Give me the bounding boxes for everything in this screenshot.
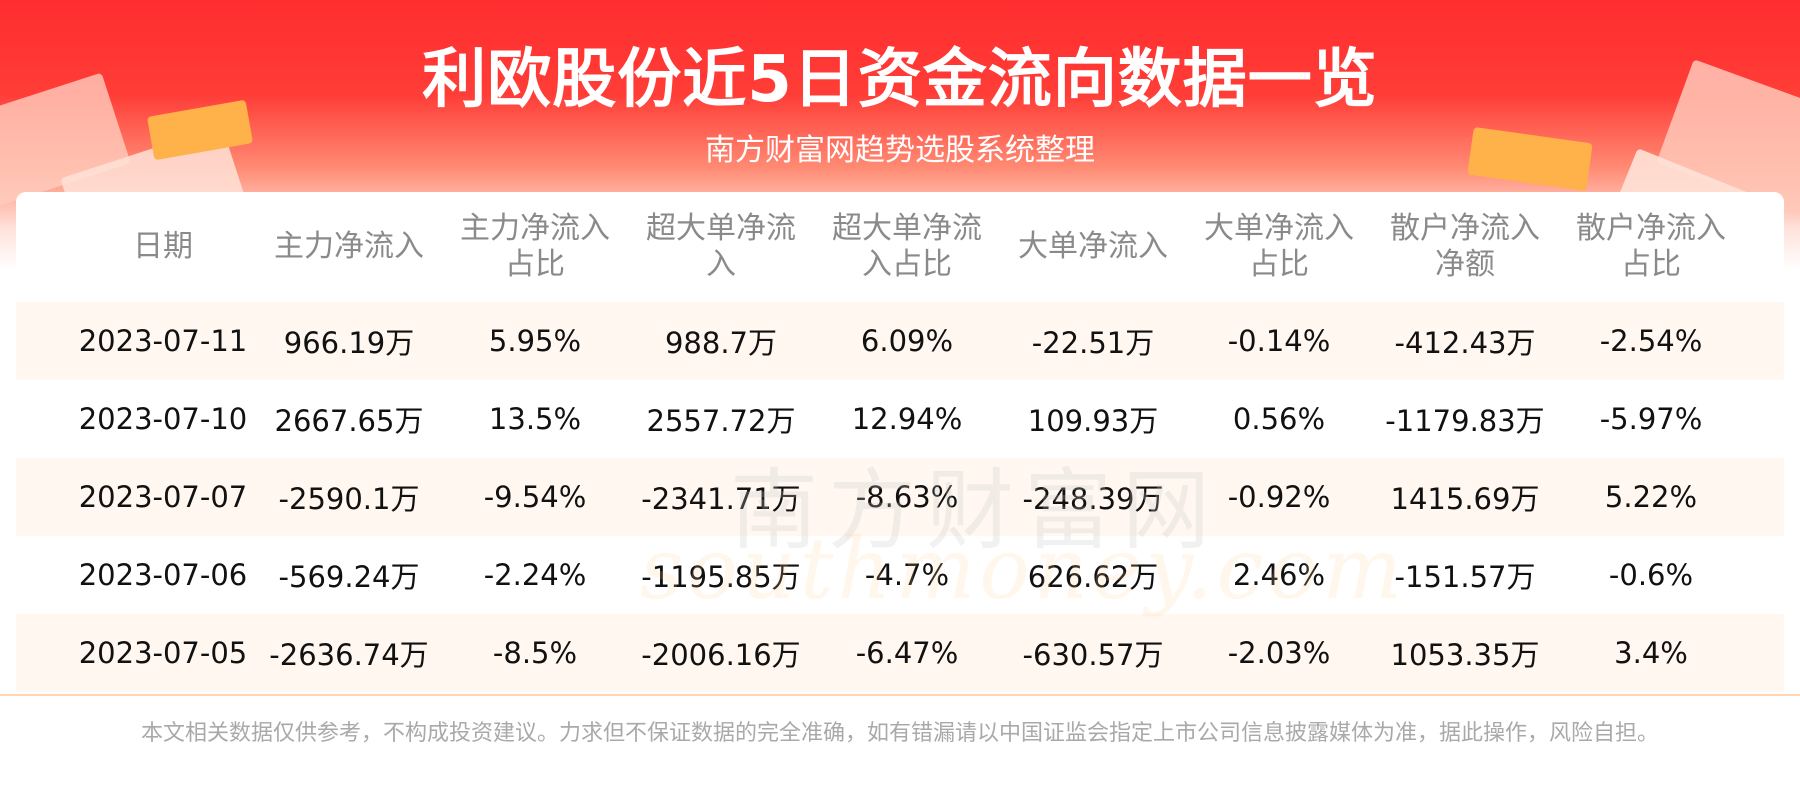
- header-super-large-net-inflow: 超大单净流入: [646, 211, 796, 282]
- cell-super-large-net-inflow: -1195.85万: [641, 560, 801, 594]
- cell-super-large-net-inflow: -2006.16万: [641, 638, 801, 672]
- cell-super-large-net-inflow-ratio: 12.94%: [851, 402, 963, 436]
- table-row: 2023-07-10 2667.65万 13.5% 2557.72万 12.94…: [16, 380, 1784, 458]
- table-row: 2023-07-05 -2636.74万 -8.5% -2006.16万 -6.…: [16, 614, 1784, 692]
- page-subtitle: 南方财富网趋势选股系统整理: [705, 133, 1095, 168]
- cell-retail-net-inflow-ratio: -5.97%: [1599, 402, 1703, 436]
- cell-large-net-inflow-ratio: -2.03%: [1227, 636, 1331, 670]
- cell-date: 2023-07-07: [78, 480, 248, 514]
- header-main-net-inflow: 主力净流入: [274, 229, 424, 264]
- cell-retail-net-inflow-amount: -151.57万: [1394, 560, 1536, 594]
- cell-retail-net-inflow-ratio: -0.6%: [1608, 558, 1694, 592]
- table-header-row: 日期 主力净流入 主力净流入 占比 超大单净流入 超大单净流 入占比 大单净流入 大…: [16, 192, 1784, 302]
- header-super-large-net-inflow-ratio: 超大单净流 入占比: [832, 211, 982, 282]
- data-table-card: 日期 主力净流入 主力净流入 占比 超大单净流入 超大单净流 入占比 大单净流入 大…: [16, 192, 1784, 796]
- cell-date: 2023-07-10: [78, 402, 248, 436]
- cell-large-net-inflow: -248.39万: [1022, 482, 1164, 516]
- table-row: 2023-07-11 966.19万 5.95% 988.7万 6.09% -2…: [16, 302, 1784, 380]
- cell-retail-net-inflow-amount: -1179.83万: [1385, 404, 1545, 438]
- cell-main-net-inflow: 966.19万: [283, 326, 415, 360]
- cell-large-net-inflow-ratio: -0.92%: [1227, 480, 1331, 514]
- cell-large-net-inflow: 626.62万: [1027, 560, 1159, 594]
- cell-super-large-net-inflow-ratio: -4.7%: [864, 558, 950, 592]
- cell-large-net-inflow: 109.93万: [1027, 404, 1159, 438]
- cell-super-large-net-inflow-ratio: -6.47%: [855, 636, 959, 670]
- header-date: 日期: [133, 229, 193, 264]
- header-main-net-inflow-ratio: 主力净流入 占比: [460, 211, 610, 282]
- cell-retail-net-inflow-amount: 1053.35万: [1390, 638, 1540, 672]
- cell-date: 2023-07-05: [78, 636, 248, 670]
- cell-super-large-net-inflow: 2557.72万: [646, 404, 796, 438]
- cell-main-net-inflow: 2667.65万: [274, 404, 424, 438]
- cell-main-net-inflow-ratio: 5.95%: [488, 324, 582, 358]
- header-retail-net-inflow-ratio: 散户净流入 占比: [1576, 211, 1726, 282]
- page-title: 利欧股份近5日资金流向数据一览: [422, 43, 1378, 117]
- cell-large-net-inflow-ratio: 2.46%: [1232, 558, 1326, 592]
- cell-large-net-inflow: -22.51万: [1031, 326, 1155, 360]
- cell-main-net-inflow-ratio: -9.54%: [483, 480, 587, 514]
- cell-super-large-net-inflow-ratio: -8.63%: [855, 480, 959, 514]
- cell-date: 2023-07-11: [78, 324, 248, 358]
- cell-main-net-inflow-ratio: -2.24%: [483, 558, 587, 592]
- header-large-net-inflow: 大单净流入: [1018, 229, 1168, 264]
- cell-super-large-net-inflow: 988.7万: [664, 326, 778, 360]
- cell-retail-net-inflow-amount: -412.43万: [1394, 326, 1536, 360]
- cell-retail-net-inflow-ratio: -2.54%: [1599, 324, 1703, 358]
- cell-retail-net-inflow-amount: 1415.69万: [1390, 482, 1540, 516]
- cell-date: 2023-07-06: [78, 558, 248, 592]
- cell-retail-net-inflow-ratio: 5.22%: [1604, 480, 1698, 514]
- disclaimer-text: 本文相关数据仅供参考，不构成投资建议。力求但不保证数据的完全准确，如有错漏请以中…: [140, 721, 1659, 746]
- header-retail-net-inflow-amount: 散户净流入 净额: [1390, 211, 1540, 282]
- table-row: 2023-07-07 -2590.1万 -9.54% -2341.71万 -8.…: [16, 458, 1784, 536]
- cell-main-net-inflow: -2590.1万: [278, 482, 420, 516]
- cell-super-large-net-inflow: -2341.71万: [641, 482, 801, 516]
- header-large-net-inflow-ratio: 大单净流入 占比: [1204, 211, 1354, 282]
- cell-super-large-net-inflow-ratio: 6.09%: [860, 324, 954, 358]
- cell-large-net-inflow-ratio: 0.56%: [1232, 402, 1326, 436]
- cell-large-net-inflow-ratio: -0.14%: [1227, 324, 1331, 358]
- footer-divider: [0, 694, 1800, 696]
- cell-main-net-inflow: -569.24万: [278, 560, 420, 594]
- cell-main-net-inflow-ratio: -8.5%: [492, 636, 578, 670]
- cell-retail-net-inflow-ratio: 3.4%: [1614, 636, 1688, 670]
- cell-main-net-inflow-ratio: 13.5%: [488, 402, 582, 436]
- table-row: 2023-07-06 -569.24万 -2.24% -1195.85万 -4.…: [16, 536, 1784, 614]
- cell-large-net-inflow: -630.57万: [1022, 638, 1164, 672]
- cell-main-net-inflow: -2636.74万: [269, 638, 429, 672]
